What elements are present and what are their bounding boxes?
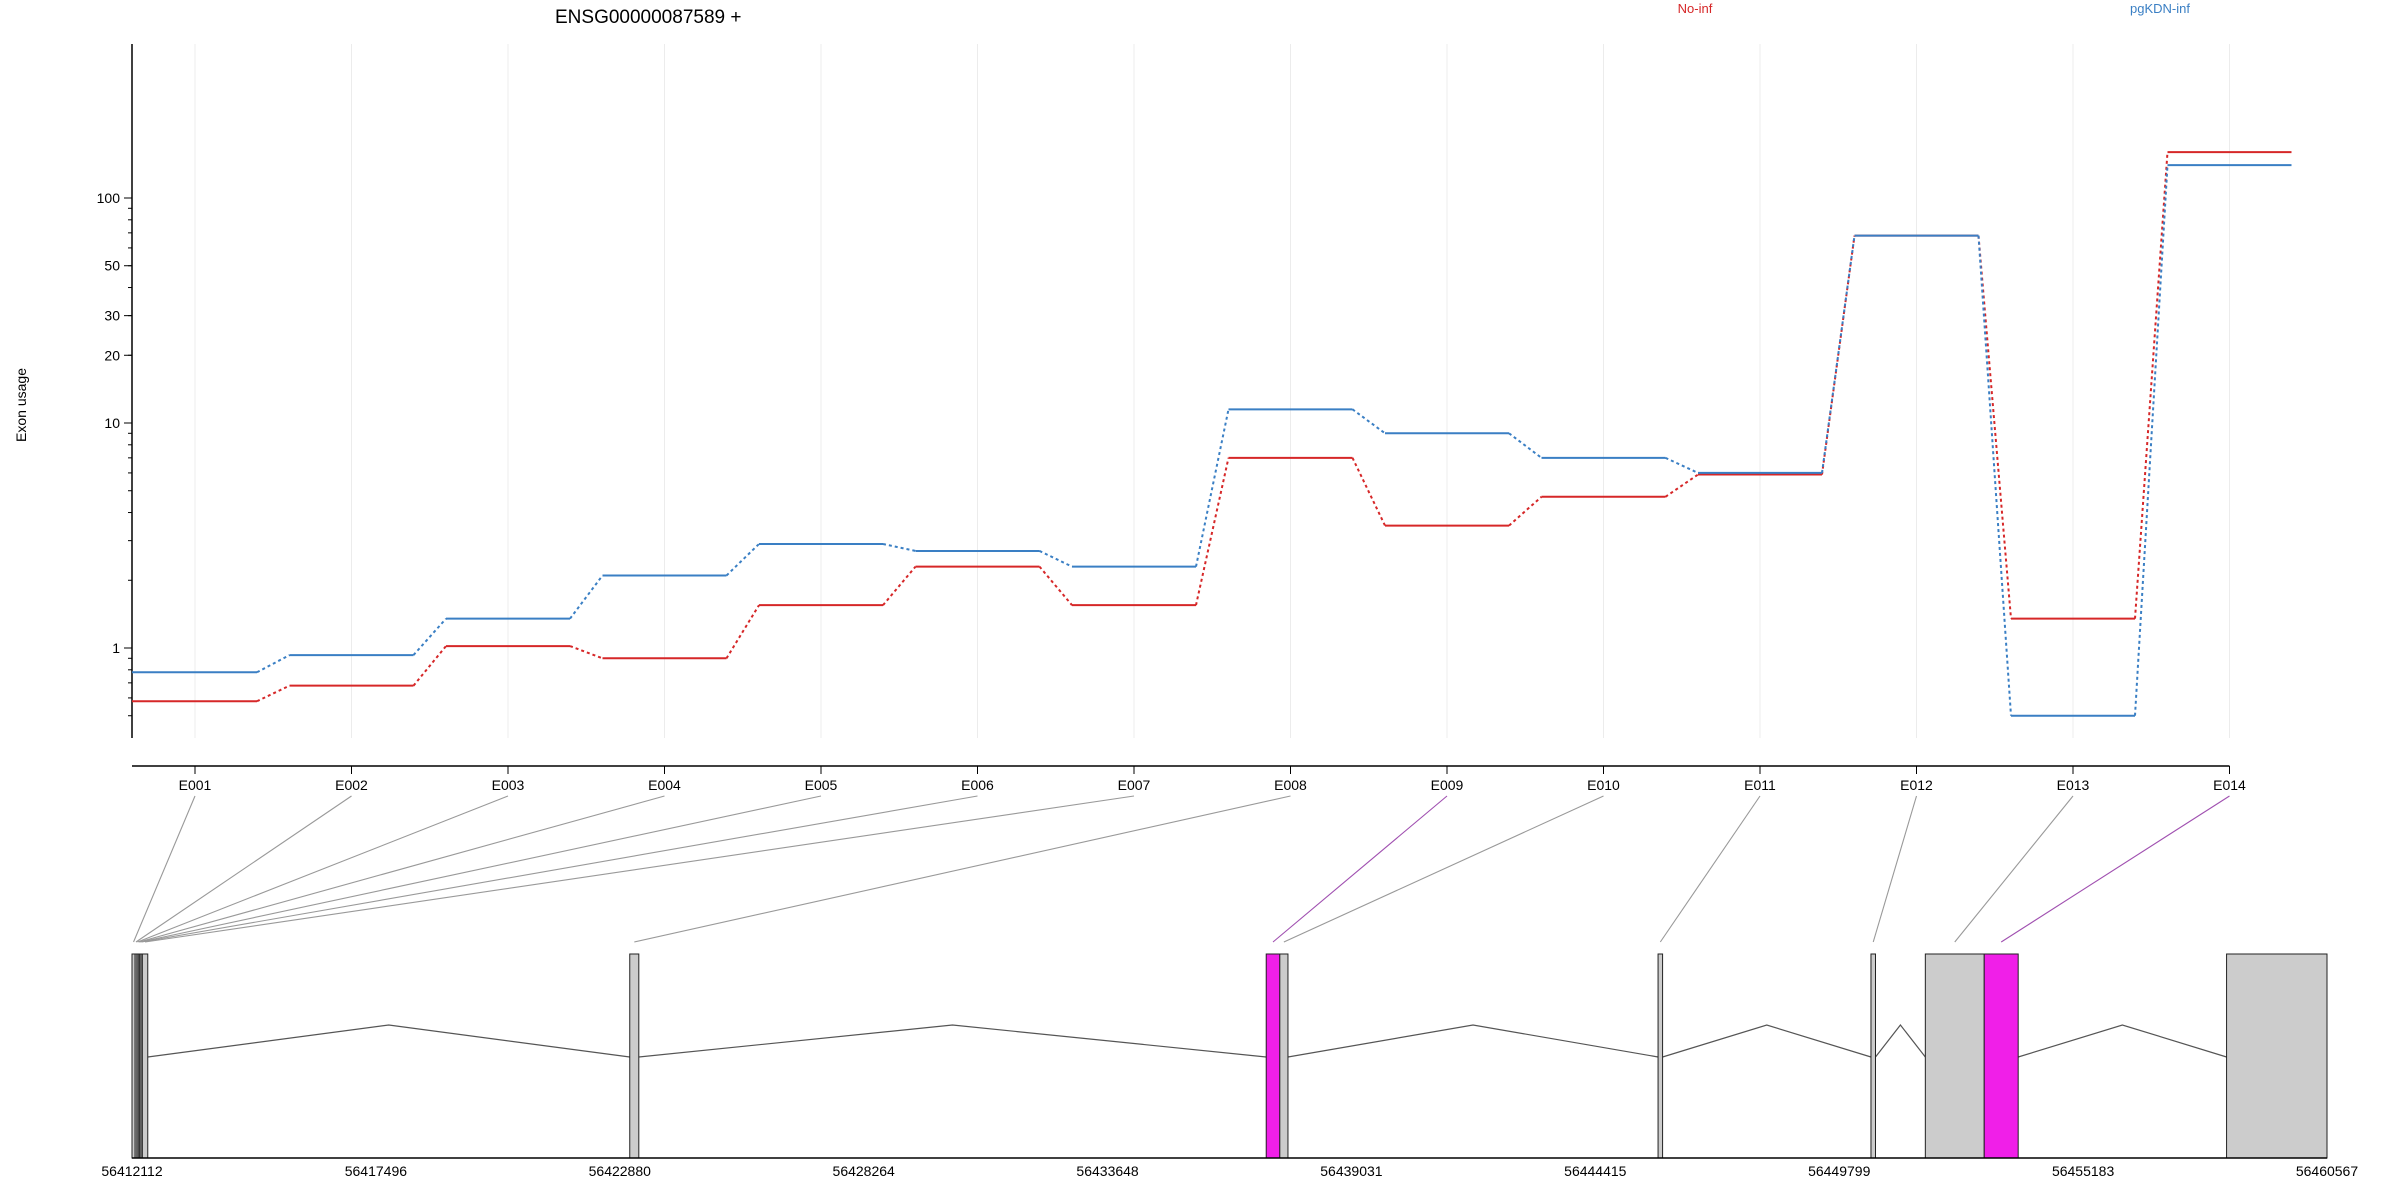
series-transition <box>725 604 760 659</box>
series-transition <box>412 645 447 687</box>
series-transition <box>1821 235 1856 475</box>
y-tick-label: 20 <box>104 347 120 363</box>
exon-connector-lines <box>133 795 2230 943</box>
series-transition <box>1977 235 2012 716</box>
series-lines <box>132 151 2292 717</box>
genomic-tick-label: 56412112 <box>101 1163 162 1179</box>
series-transition <box>256 684 290 703</box>
intron-line <box>1875 1024 1926 1058</box>
genomic-tick-label: 56417496 <box>345 1163 408 1179</box>
chart-title: ENSG00000087589 + <box>555 7 741 28</box>
x-tick-label: E012 <box>1900 777 1933 793</box>
genomic-axis: 56412112 56417496 56422880 56428264 56433648… <box>101 1157 2359 1179</box>
exon-block <box>1265 953 1281 1159</box>
exon-connector <box>133 795 196 943</box>
series-transition <box>256 654 290 674</box>
exon-block <box>629 953 640 1159</box>
exon-connector <box>634 795 1291 943</box>
series-transition <box>1195 409 1230 567</box>
legend-no-inf: No-inf <box>1678 1 1713 16</box>
series-transition <box>2134 165 2169 716</box>
series-transition <box>1351 457 1386 527</box>
x-tick-label: E013 <box>2057 777 2090 793</box>
genomic-tick-label: 56433648 <box>1076 1163 1139 1179</box>
series-transition <box>1977 235 2012 619</box>
y-tick-label: 30 <box>104 308 120 324</box>
legend-pgkdn-inf: pgKDN-inf <box>2130 1 2190 16</box>
series-transition <box>1038 565 1073 606</box>
x-tick-label: E014 <box>2213 777 2246 793</box>
series-transition <box>1039 550 1073 568</box>
x-tick-label: E001 <box>179 777 212 793</box>
series-transition <box>882 565 917 606</box>
exon-connector <box>1283 795 1604 943</box>
y-axis: 1 10 20 30 50 100 <box>97 44 133 738</box>
genomic-tick-label: 56460567 <box>2296 1163 2359 1179</box>
exon-connector <box>140 795 822 943</box>
exon-connector <box>137 795 509 943</box>
exon-block <box>1983 953 2019 1159</box>
series-transition <box>1821 235 1856 474</box>
intron-line <box>638 1024 1267 1058</box>
genomic-tick-label: 56444415 <box>1564 1163 1627 1179</box>
x-tick-label: E006 <box>961 777 994 793</box>
series-transition <box>1195 457 1230 606</box>
series-transition <box>1508 432 1543 459</box>
exon-block <box>1924 953 1985 1159</box>
series-transition <box>569 574 604 620</box>
series-transition <box>1351 408 1386 435</box>
series-transition <box>1665 456 1699 474</box>
exon-block <box>1657 953 1664 1159</box>
series-transition <box>412 618 447 656</box>
exon-block <box>2226 953 2328 1159</box>
intron-line <box>2018 1024 2227 1058</box>
y-tick-label: 1 <box>112 640 120 656</box>
exon-connector <box>138 795 665 943</box>
genomic-tick-label: 56428264 <box>833 1163 896 1179</box>
series-transition <box>1664 473 1699 498</box>
intron-line <box>1287 1024 1659 1058</box>
y-tick-label: 100 <box>97 190 121 206</box>
x-tick-label: E004 <box>648 777 681 793</box>
exon-connector <box>1272 795 1448 943</box>
gene-model <box>131 953 2328 1159</box>
series-transition <box>1508 496 1543 527</box>
exon-connector <box>1872 795 1918 943</box>
genomic-tick-label: 56455183 <box>2052 1163 2115 1179</box>
genomic-tick-label: 56422880 <box>589 1163 652 1179</box>
y-axis-label: Exon usage <box>13 368 29 442</box>
genomic-tick-label: 56449799 <box>1808 1163 1871 1179</box>
series-transition <box>569 645 603 660</box>
x-tick-label: E011 <box>1744 777 1776 793</box>
exon-connector <box>144 795 1135 943</box>
series-transition <box>2134 152 2169 619</box>
grid-lines <box>194 44 2230 738</box>
exon-block <box>1870 953 1876 1159</box>
exon-block <box>141 953 149 1159</box>
x-tick-label: E003 <box>492 777 525 793</box>
intron-line <box>147 1024 630 1058</box>
y-tick-label: 50 <box>104 258 120 274</box>
intron-line <box>1662 1024 1872 1058</box>
exon-connector <box>1954 795 2074 943</box>
exon-connector <box>135 795 352 943</box>
exon-connector <box>1659 795 1761 943</box>
x-tick-label: E009 <box>1431 777 1464 793</box>
x-tick-label: E010 <box>1587 777 1620 793</box>
exon-connector <box>141 795 978 943</box>
exon-connector <box>2000 795 2230 943</box>
series-transition <box>882 542 916 552</box>
x-axis: E001 E002 E003 E004 E005 E006 E007 E008 E009 E010… <box>132 765 2246 793</box>
genomic-tick-label: 56439031 <box>1320 1163 1383 1179</box>
y-tick-label: 10 <box>104 415 120 431</box>
exon-block <box>1279 953 1289 1159</box>
x-tick-label: E008 <box>1274 777 1307 793</box>
series-transition <box>725 543 760 577</box>
x-tick-label: E007 <box>1118 777 1151 793</box>
x-tick-label: E002 <box>335 777 368 793</box>
x-tick-label: E005 <box>805 777 838 793</box>
